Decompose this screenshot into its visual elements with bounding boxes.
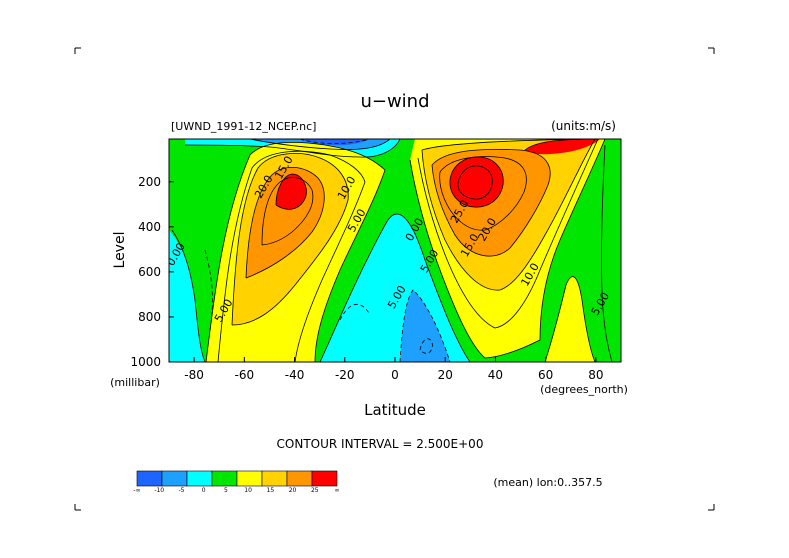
x-tick-label: -20 bbox=[335, 368, 355, 382]
polar-yellow bbox=[545, 276, 595, 362]
colorbar-label: 15 bbox=[267, 487, 275, 494]
x-tick-label: 0 bbox=[391, 368, 399, 382]
dataset-label: [UWND_1991-12_NCEP.nc] bbox=[171, 120, 316, 133]
colorbar-label: 10 bbox=[244, 487, 252, 494]
chart-title: u−wind bbox=[360, 91, 429, 112]
colorbar-swatch bbox=[261, 470, 288, 487]
contour-lines-negative bbox=[204, 139, 451, 362]
x-tick-label: 20 bbox=[438, 368, 453, 382]
colorbar-label: -10 bbox=[154, 487, 164, 494]
colorbar-swatch bbox=[211, 470, 238, 487]
contour-field: 15.020.0 10.05.000.005.000.005.005.0025.0… bbox=[169, 139, 621, 362]
band-negative-south bbox=[169, 230, 205, 362]
colorbar-swatch bbox=[236, 470, 263, 487]
colorbar-label: 25 bbox=[311, 487, 319, 494]
x-axis-label: Latitude bbox=[364, 401, 426, 419]
x-axis: -80 -60 -40 -20 0 20 40 60 80 bbox=[184, 357, 604, 382]
units-label: (units:m/s) bbox=[551, 119, 616, 133]
y-tick-label: 1000 bbox=[130, 355, 161, 369]
colorbar-label: 5 bbox=[224, 487, 228, 494]
sh-jet-core bbox=[276, 174, 307, 210]
colorbar-label: ∞ bbox=[335, 487, 340, 494]
footer-mean: (mean) lon:0..357.5 bbox=[493, 476, 602, 489]
x-tick-label: 60 bbox=[538, 368, 553, 382]
x-tick-label: 40 bbox=[488, 368, 503, 382]
x-axis-units: (degrees_north) bbox=[540, 383, 628, 396]
colorbar-swatch bbox=[186, 470, 213, 487]
x-tick-label: -80 bbox=[184, 368, 204, 382]
colorbar-label: 20 bbox=[289, 487, 297, 494]
colorbar-swatch bbox=[286, 470, 313, 487]
colorbar-swatch bbox=[136, 470, 163, 487]
colorbar-swatch bbox=[161, 470, 188, 487]
y-tick-label: 200 bbox=[138, 175, 161, 189]
contour-lines bbox=[171, 139, 613, 362]
colorbar-swatch bbox=[311, 470, 338, 487]
x-tick-label: -60 bbox=[235, 368, 255, 382]
x-tick-label: 80 bbox=[588, 368, 603, 382]
colorbar: -∞ -10 -5 0 5 10 15 20 25 ∞ bbox=[133, 470, 340, 494]
y-tick-label: 400 bbox=[138, 220, 161, 234]
corner-marks bbox=[74, 47, 715, 511]
colorbar-label: -5 bbox=[178, 487, 184, 494]
colorbar-label: 0 bbox=[202, 487, 206, 494]
y-tick-label: 800 bbox=[138, 310, 161, 324]
colorbar-label: -∞ bbox=[133, 487, 140, 494]
x-tick-label: -40 bbox=[285, 368, 305, 382]
y-axis-label: Level bbox=[112, 232, 128, 269]
y-axis: 1000 800 600 400 200 bbox=[130, 175, 174, 369]
contour-interval: CONTOUR INTERVAL = 2.500E+00 bbox=[277, 437, 484, 451]
y-tick-label: 600 bbox=[138, 265, 161, 279]
band-negative-equator-core bbox=[400, 290, 450, 362]
y-axis-units: (millibar) bbox=[110, 376, 160, 389]
